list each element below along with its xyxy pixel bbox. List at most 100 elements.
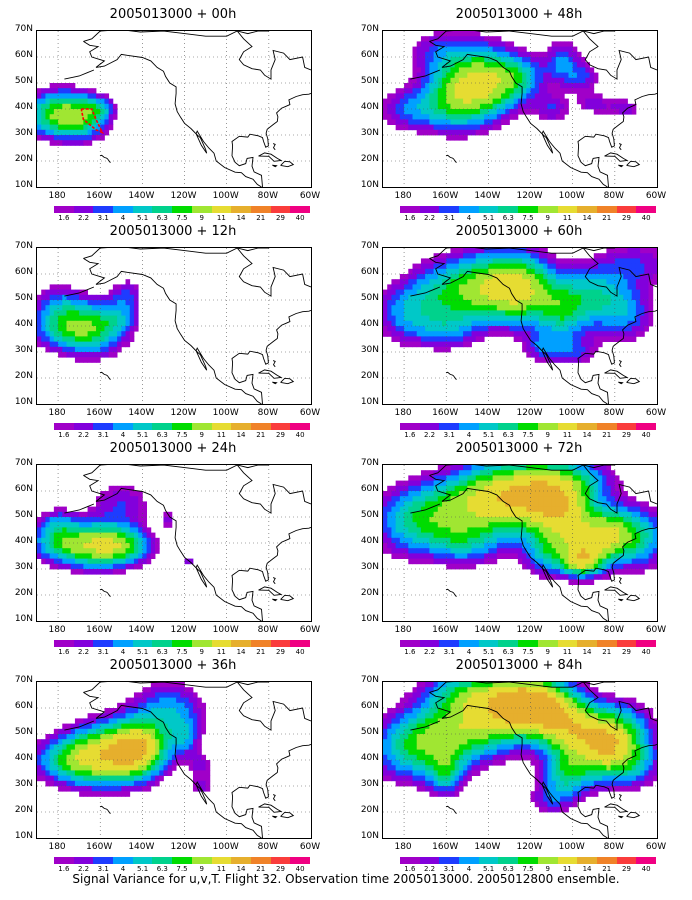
colorbar-swatch	[113, 423, 133, 430]
colorbar-label: 5.1	[483, 865, 495, 873]
colorbar-swatch	[270, 857, 291, 864]
colorbar-label: 21	[256, 865, 266, 873]
colorbar-swatch	[537, 857, 558, 864]
colorbar-label: 3.1	[443, 648, 455, 656]
colorbar-label: 29	[621, 865, 631, 873]
lon-tick-label: 80W	[603, 408, 625, 418]
colorbar-swatch	[250, 423, 271, 430]
variance-map-svg	[383, 465, 657, 621]
colorbar-label: 9	[199, 431, 204, 439]
colorbar-swatch	[211, 423, 232, 430]
lon-tick-label: 140W	[128, 625, 155, 635]
colorbar-label: 29	[621, 214, 631, 222]
lat-tick-label: 50N	[14, 293, 33, 303]
colorbar-label: 2.2	[77, 431, 90, 439]
lat-tick-label: 70N	[14, 675, 33, 685]
colorbar-label: 21	[602, 865, 612, 873]
colorbar-swatch	[596, 206, 617, 213]
colorbar-label: 4	[466, 648, 472, 656]
colorbar-label: 2.2	[77, 865, 90, 873]
colorbar-label: 11	[216, 431, 226, 439]
colorbar-label: 40	[641, 648, 651, 656]
colorbar-label: 29	[275, 214, 285, 222]
lon-tick-label: 180	[394, 842, 412, 852]
colorbar-swatch	[191, 423, 212, 430]
lon-tick-label: 100W	[558, 408, 585, 418]
colorbar-swatch	[498, 423, 519, 430]
colorbar-swatch	[577, 423, 597, 430]
variance-field	[383, 465, 657, 585]
panel-title: 2005013000 + 24h	[109, 441, 237, 456]
colorbar-label: 11	[562, 214, 572, 222]
variance-map-svg	[37, 31, 311, 187]
colorbar-label: 4	[120, 648, 126, 656]
panel-title: 2005013000 + 84h	[455, 658, 583, 673]
colorbar-swatch	[439, 857, 460, 864]
graticule	[37, 465, 311, 621]
lat-tick-label: 20N	[14, 154, 33, 164]
colorbar-label: 4	[466, 431, 472, 439]
lon-tick-label: 180	[394, 191, 412, 201]
colorbar-swatch	[93, 640, 114, 647]
lon-tick-label: 140W	[474, 408, 501, 418]
lat-tick-label: 30N	[360, 562, 379, 572]
coastline	[410, 682, 657, 838]
lon-tick-label: 160W	[86, 191, 113, 201]
colorbar-swatch	[290, 423, 310, 430]
colorbar-label: 21	[602, 431, 612, 439]
colorbar-label: 6.3	[502, 865, 514, 873]
lat-tick-label: 10N	[14, 614, 33, 624]
lon-tick-label: 160W	[86, 625, 113, 635]
colorbar-swatch	[636, 423, 656, 430]
lon-tick-label: 100W	[212, 408, 239, 418]
coastline	[410, 465, 657, 621]
colorbar-label: 6.3	[502, 214, 514, 222]
colorbar-swatch	[400, 423, 420, 430]
colorbar-swatch	[93, 857, 114, 864]
lon-tick-label: 60W	[645, 625, 667, 635]
colorbar-swatch	[459, 206, 479, 213]
map-area	[382, 681, 658, 839]
lat-tick-label: 50N	[14, 76, 33, 86]
lon-tick-label: 160W	[432, 191, 459, 201]
colorbar-swatch	[231, 857, 251, 864]
colorbar-label: 5.1	[137, 431, 149, 439]
coastline	[64, 682, 311, 838]
colorbar-swatch	[132, 423, 153, 430]
colorbar-label: 4	[120, 214, 126, 222]
colorbar-swatch	[616, 423, 637, 430]
lat-tick-label: 70N	[360, 458, 379, 468]
colorbar-label: 5.1	[137, 214, 149, 222]
lon-tick-label: 160W	[432, 625, 459, 635]
colorbar-swatch	[616, 857, 637, 864]
lon-tick-label: 120W	[170, 842, 197, 852]
colorbar	[400, 206, 656, 213]
colorbar-label: 14	[236, 648, 246, 656]
colorbar-label: 2.2	[77, 214, 90, 222]
colorbar-swatch	[250, 857, 271, 864]
colorbar-swatch	[498, 206, 519, 213]
colorbar-swatch	[270, 423, 291, 430]
lat-tick-label: 60N	[14, 267, 33, 277]
colorbar-label: 21	[256, 431, 266, 439]
lat-tick-label: 10N	[14, 397, 33, 407]
colorbar-label: 29	[621, 648, 631, 656]
lat-tick-label: 50N	[360, 293, 379, 303]
colorbar-label: 9	[545, 648, 550, 656]
variance-map-svg	[37, 682, 311, 838]
graticule	[37, 682, 311, 838]
colorbar-swatch	[270, 206, 291, 213]
colorbar-swatch	[419, 640, 440, 647]
colorbar-label: 1.6	[58, 214, 70, 222]
lat-tick-label: 20N	[360, 371, 379, 381]
colorbar-swatch	[152, 857, 173, 864]
graticule	[383, 248, 657, 404]
colorbar-label: 7.5	[522, 214, 534, 222]
lat-tick-label: 10N	[14, 831, 33, 841]
lon-tick-label: 80W	[603, 191, 625, 201]
colorbar-label: 3.1	[443, 865, 455, 873]
colorbar-label: 21	[256, 648, 266, 656]
colorbar-swatch	[596, 423, 617, 430]
colorbar-label: 6.3	[502, 431, 514, 439]
colorbar-swatch	[231, 423, 251, 430]
